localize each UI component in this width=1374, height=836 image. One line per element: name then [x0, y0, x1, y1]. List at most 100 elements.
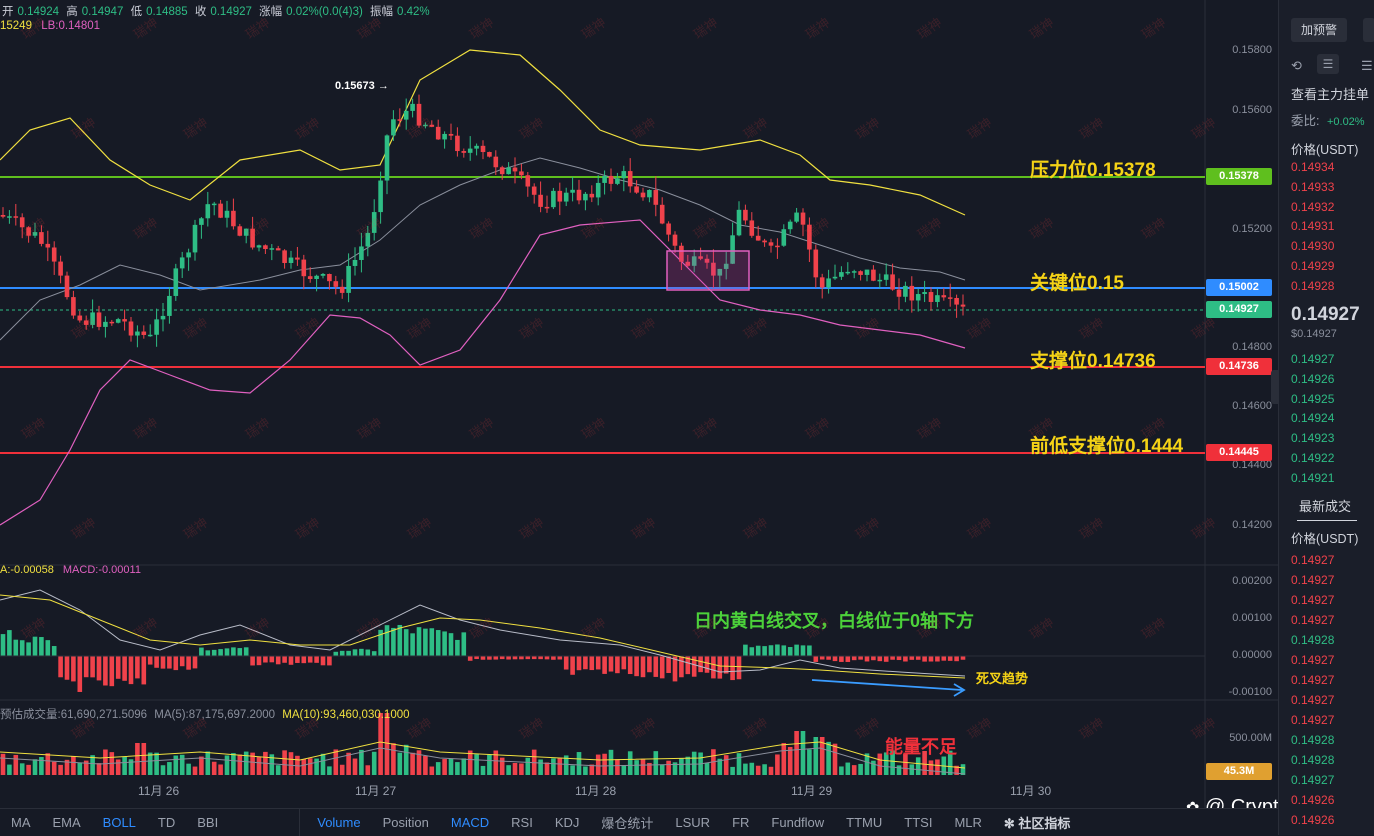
volume-bar [128, 759, 134, 775]
bid-price[interactable]: 0.14926 [1291, 371, 1335, 386]
trade-price: 0.14927 [1291, 713, 1335, 727]
boll-legend: 15249 LB:0.14801 [0, 20, 100, 32]
tab-fr[interactable]: FR [732, 815, 750, 830]
volume-bar [551, 758, 556, 775]
layout-icon-1[interactable]: ⟲ [1291, 58, 1302, 73]
bid-price[interactable]: 0.14921 [1291, 470, 1335, 485]
macd-bar [768, 645, 774, 656]
tab-volume[interactable]: Volume [317, 815, 361, 830]
tab-ema[interactable]: EMA [52, 815, 81, 830]
ask-price[interactable]: 0.14934 [1291, 160, 1335, 174]
tab-position[interactable]: Position [382, 815, 429, 830]
bid-price[interactable]: 0.14925 [1291, 391, 1335, 406]
tab-ma[interactable]: MA [11, 815, 31, 830]
candle-body [960, 304, 966, 307]
tab-ttsi[interactable]: TTSI [904, 815, 933, 830]
ask-price[interactable]: 0.14930 [1291, 239, 1335, 254]
macd-bar [391, 627, 396, 656]
trade-price: 0.14928 [1291, 733, 1335, 747]
ask-price[interactable]: 0.14931 [1291, 219, 1335, 234]
tab-rsi[interactable]: RSI [511, 815, 533, 830]
candle-body [122, 319, 127, 322]
candle-body [851, 271, 857, 273]
macd-bar [506, 656, 511, 660]
tab-fundflow[interactable]: Fundflow [771, 815, 825, 830]
volume-bar [13, 754, 19, 775]
tab-td[interactable]: TD [157, 815, 176, 830]
bid-price[interactable]: 0.14922 [1291, 451, 1335, 465]
candle-body [723, 263, 729, 269]
volume-legend: 预估成交量:61,690,271.5096 MA(5):87,175,697.2… [0, 706, 410, 722]
volume-bar [19, 763, 25, 775]
candle-body [467, 148, 473, 153]
tab-community[interactable]: ✻ 社区指标 [993, 813, 1082, 832]
macd-bar [301, 656, 307, 664]
macd-bar [474, 656, 479, 660]
candle-body [83, 320, 89, 325]
tab-liquidation[interactable]: 爆仓统计 [601, 816, 654, 831]
candle-body [704, 258, 710, 263]
tab-kdj[interactable]: KDJ [554, 815, 580, 830]
candle-body [915, 294, 921, 301]
candle-body [531, 186, 537, 195]
volume-bar [839, 766, 844, 775]
candle-body [909, 285, 915, 301]
macd-bar [455, 639, 460, 656]
candle-body [103, 321, 108, 327]
date-label: 11月 29 [791, 784, 833, 798]
macd-bar [621, 656, 627, 670]
change-value: 0.02%(0.0(4)3) [286, 6, 363, 18]
volume-bar [762, 764, 767, 775]
macd-bar [659, 656, 665, 679]
ask-price[interactable]: 0.14932 [1291, 199, 1335, 214]
volume-bar [167, 762, 172, 775]
close-label: 收 [194, 6, 207, 18]
high-value: 0.14947 [81, 6, 124, 18]
ask-price[interactable]: 0.14929 [1291, 259, 1335, 273]
candle-body [141, 331, 147, 335]
candle-body [672, 234, 678, 246]
candle-body [211, 203, 217, 206]
macd-bar [557, 656, 563, 660]
volume-bar [634, 760, 639, 775]
candle-body [307, 276, 313, 280]
tab-bbi[interactable]: BBI [197, 815, 219, 830]
volume-bar [224, 755, 230, 775]
tab-lsur[interactable]: LSUR [675, 815, 711, 830]
volume-bar [749, 762, 755, 775]
main-orders-link[interactable]: 查看主力挂单 [1291, 87, 1370, 102]
ask-price[interactable]: 0.14933 [1291, 179, 1335, 194]
macd-bar [237, 648, 243, 656]
trades-price-header: 价格(USDT) [1291, 532, 1359, 546]
candle-body [903, 285, 908, 297]
macd-axis-label: -0.00100 [1228, 686, 1272, 698]
bid-price[interactable]: 0.14927 [1291, 352, 1335, 366]
bid-price[interactable]: 0.14923 [1291, 431, 1335, 446]
macd-bar [954, 656, 959, 662]
tab-macd[interactable]: MACD [450, 815, 490, 830]
volume-bar [525, 757, 531, 775]
macd-bar [883, 656, 889, 662]
layout-icon-2[interactable]: ☰ [1317, 54, 1339, 74]
volume-bar [307, 758, 313, 775]
tab-mlr[interactable]: MLR [954, 815, 982, 830]
sidebar-extra-button[interactable] [1363, 18, 1374, 42]
candlestick-chart[interactable] [0, 0, 1278, 808]
macd-bar [307, 656, 313, 663]
chart-area[interactable]: 开 0.14924 高 0.14947 低 0.14885 收 0.14927 涨幅 0.… [0, 0, 1290, 818]
volume-bar [71, 756, 76, 775]
bid-price[interactable]: 0.14924 [1291, 411, 1335, 426]
layout-icon-3[interactable]: ☰ [1361, 58, 1373, 73]
candle-body [173, 268, 179, 296]
sidebar-collapse-handle[interactable] [1271, 370, 1279, 404]
macd-bar [416, 627, 422, 656]
volume-bar [557, 757, 563, 775]
ask-price[interactable]: 0.14928 [1291, 278, 1335, 293]
add-alert-button[interactable]: 加预警 [1291, 18, 1347, 42]
volume-bar [480, 765, 486, 775]
macd-bar [947, 656, 953, 661]
tab-boll[interactable]: BOLL [102, 815, 136, 830]
candle-body [231, 210, 236, 227]
volume-bar [704, 762, 710, 775]
tab-ttmu[interactable]: TTMU [846, 815, 883, 830]
